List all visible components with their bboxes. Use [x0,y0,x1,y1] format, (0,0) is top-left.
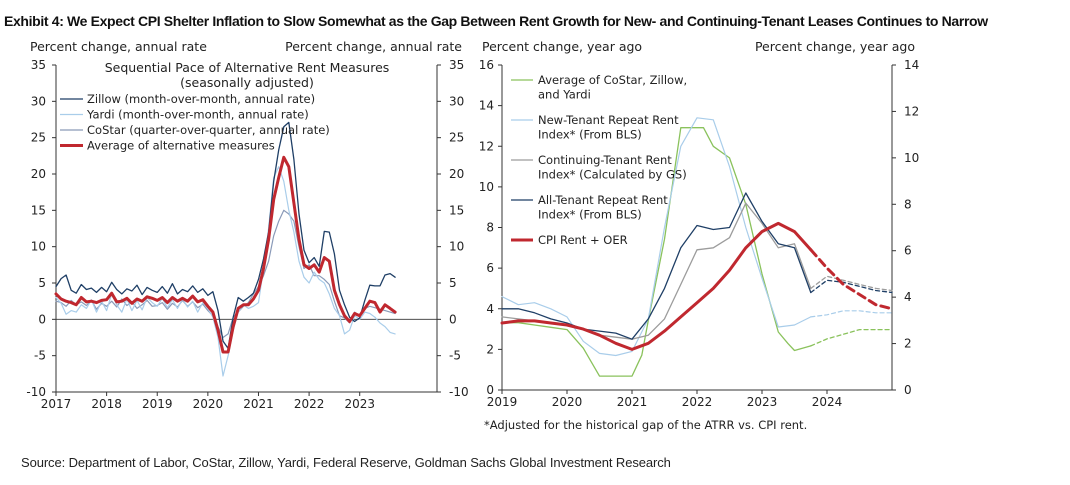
right-ytick-label-left: 4 [486,302,494,316]
right-ytick-label-left: 12 [479,139,494,153]
left-ytick-label-right: -5 [449,349,461,363]
right-ytick-label-right: 4 [904,290,912,304]
right-xtick-label: 2022 [682,395,713,409]
right-ylabel-right: Percent change, year ago [755,39,915,54]
right-ytick-label-right: 2 [904,337,912,351]
left-ytick-label-right: 20 [449,167,464,181]
right-ytick-label-left: 0 [486,383,494,397]
right-ytick-label-left: 2 [486,342,494,356]
legend-label-costar: CoStar (quarter-over-quarter, annual rat… [87,123,330,137]
left-ytick-label: 5 [38,276,46,290]
right-xtick-label: 2020 [552,395,583,409]
right-legend-label-average: CPI Rent + OER [538,233,628,247]
left-ytick-label-right: 15 [449,203,464,217]
right-series-continuing-tenant-rent-index-calculated-by-gs-projection [810,275,893,292]
right-ytick-label-right: 12 [904,104,919,118]
left-ylabel-left: Percent change, annual rate [30,39,207,54]
right-legend-label-yardi: New-Tenant Repeat Rent [538,113,679,127]
right-series-new-tenant-repeat-rent-index-from-bls [501,117,812,357]
right-legend-label-gray: Continuing-Tenant Rent [538,153,672,167]
left-xtick-label: 2020 [193,397,224,411]
left-xtick-label: 2021 [243,397,274,411]
right-xtick-label: 2024 [812,395,843,409]
left-ytick-label-right: 5 [449,276,457,290]
left-ytick-label: 35 [31,58,46,72]
right-ytick-label-left: 6 [486,261,494,275]
right-chart-footnote: *Adjusted for the historical gap of the … [484,418,807,432]
right-legend-label-yardi: Index* (From BLS) [538,128,642,142]
right-series-cpi-rent-oer [500,221,813,351]
left-ytick-label-right: 0 [449,312,457,326]
right-ytick-label-left: 16 [479,58,494,72]
right-ytick-label-left: 10 [479,180,494,194]
left-chart-title: Sequential Pace of Alternative Rent Meas… [105,60,390,75]
left-ytick-label: 10 [31,240,46,254]
left-ytick-label: -10 [26,385,46,399]
left-xtick-label: 2022 [294,397,325,411]
right-xtick-label: 2021 [617,395,648,409]
left-xtick-label: 2023 [344,397,375,411]
left-series-costar [55,209,396,339]
left-ytick-label-right: 30 [449,94,464,108]
right-ytick-label-left: 14 [479,99,494,113]
right-legend-label-gray: Index* (Calculated by GS) [538,168,687,182]
right-xtick-label: 2023 [747,395,778,409]
exhibit-title: Exhibit 4: We Expect CPI Shelter Inflati… [4,13,988,29]
legend-label-yardi: Yardi (month-over-month, annual rate) [86,108,309,122]
right-xtick-label: 2019 [487,395,518,409]
left-xtick-label: 2018 [91,397,122,411]
left-xtick-label: 2017 [41,397,72,411]
right-ytick-label-right: 14 [904,58,919,72]
left-ytick-label: 30 [31,94,46,108]
right-legend-label-zillow: Index* (From BLS) [538,208,642,222]
right-ytick-label-right: 6 [904,244,912,258]
right-series-average-of-costar-zillow-and-yardi-projection [810,328,893,347]
left-ytick-label-right: 35 [449,58,464,72]
right-ytick-label-left: 8 [486,221,494,235]
right-ytick-label-right: 8 [904,197,912,211]
right-series-all-tenant-repeat-rent-index-from-bls-projection [810,279,893,294]
right-legend-label-zillow: All-Tenant Repeat Rent [538,193,668,207]
left-ytick-label-right: 25 [449,131,464,145]
left-xtick-label: 2019 [142,397,173,411]
left-ylabel-right: Percent change, annual rate [285,39,462,54]
left-ytick-label: 20 [31,167,46,181]
right-series-all-tenant-repeat-rent-index-from-bls [501,192,812,340]
left-ytick-label: 0 [38,312,46,326]
right-legend-label-green: Average of CoStar, Zillow, [538,73,687,87]
right-series-cpi-rent-oer-projection [809,248,894,311]
left-ytick-label: -5 [34,349,46,363]
right-ytick-label-right: 10 [904,151,919,165]
source-note: Source: Department of Labor, CoStar, Zil… [21,455,671,470]
legend-label-average: Average of alternative measures [87,139,275,153]
right-ytick-label-right: 0 [904,383,912,397]
left-ytick-label-right: 10 [449,240,464,254]
left-series-zillow [55,121,396,350]
left-ytick-label-right: -10 [449,385,469,399]
right-ylabel-left: Percent change, year ago [482,39,642,54]
left-chart-subtitle: (seasonally adjusted) [180,75,314,90]
left-series-average [54,155,397,354]
left-ytick-label: 15 [31,203,46,217]
right-legend-label-green: and Yardi [538,88,591,102]
right-series-new-tenant-repeat-rent-index-from-bls-projection [810,310,893,318]
left-ytick-label: 25 [31,131,46,145]
legend-label-zillow: Zillow (month-over-month, annual rate) [87,92,315,106]
